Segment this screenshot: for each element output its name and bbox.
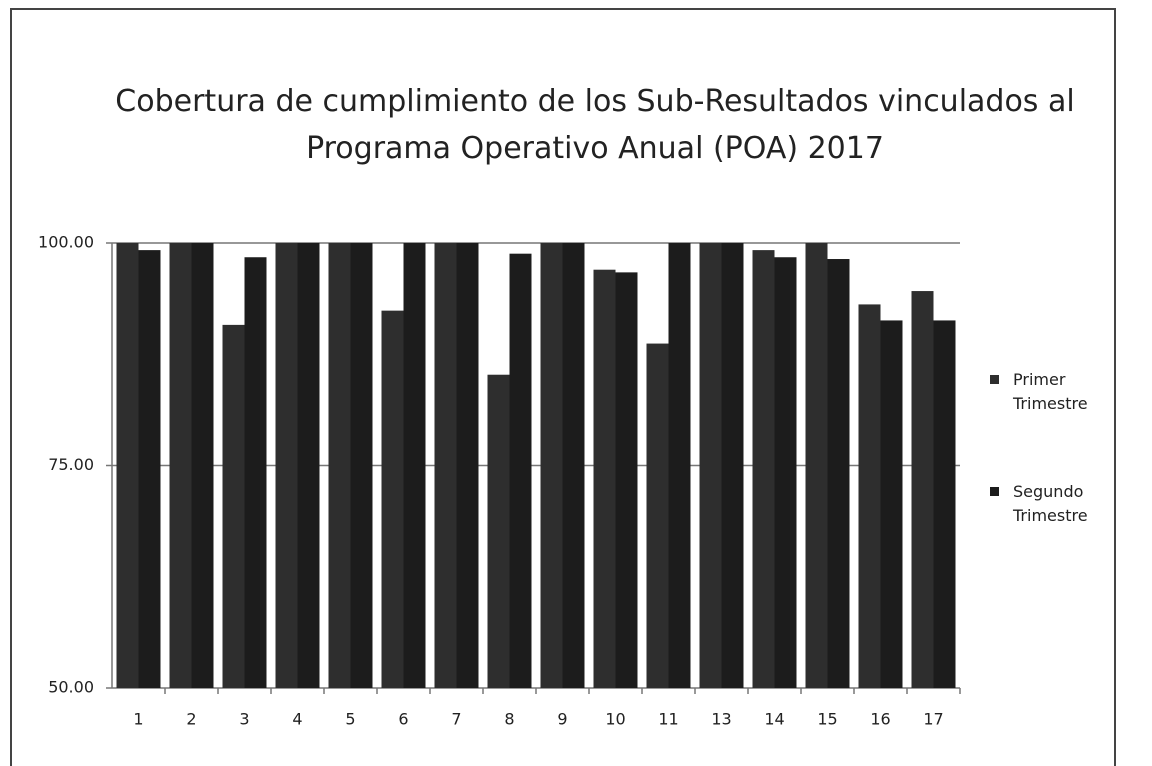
bar bbox=[699, 243, 722, 688]
bar bbox=[222, 324, 245, 688]
x-tick-label: 2 bbox=[186, 710, 196, 729]
bar bbox=[668, 243, 691, 688]
y-tick-label: 50.00 bbox=[48, 678, 94, 697]
bar bbox=[721, 243, 744, 688]
bar bbox=[434, 243, 457, 688]
legend-swatch bbox=[990, 487, 999, 496]
x-tick-label: 15 bbox=[817, 710, 837, 729]
bar bbox=[297, 243, 320, 688]
bar bbox=[116, 243, 139, 688]
bar bbox=[933, 320, 956, 688]
bar bbox=[805, 243, 828, 688]
bar bbox=[509, 253, 532, 688]
x-tick-label: 9 bbox=[557, 710, 567, 729]
x-tick-label: 8 bbox=[504, 710, 514, 729]
x-tick-label: 16 bbox=[870, 710, 890, 729]
bar bbox=[403, 243, 426, 688]
bar bbox=[191, 243, 214, 688]
y-tick-label: 100.00 bbox=[38, 233, 94, 252]
bar bbox=[858, 304, 881, 688]
bar bbox=[911, 291, 934, 688]
bar bbox=[244, 257, 267, 688]
bar bbox=[774, 257, 797, 688]
bar bbox=[350, 243, 373, 688]
bar bbox=[752, 250, 775, 688]
x-tick-label: 5 bbox=[345, 710, 355, 729]
bar bbox=[880, 320, 903, 688]
bar bbox=[540, 243, 563, 688]
bar bbox=[328, 243, 351, 688]
x-tick-label: 6 bbox=[398, 710, 408, 729]
bar bbox=[169, 243, 192, 688]
bar bbox=[827, 259, 850, 688]
bar bbox=[275, 243, 298, 688]
x-tick-label: 4 bbox=[292, 710, 302, 729]
bar bbox=[138, 250, 161, 688]
chart-frame bbox=[10, 8, 1116, 766]
x-tick-label: 17 bbox=[923, 710, 943, 729]
x-tick-label: 11 bbox=[658, 710, 678, 729]
x-tick-label: 13 bbox=[711, 710, 731, 729]
x-tick-label: 14 bbox=[764, 710, 784, 729]
legend-label: Primer Trimestre bbox=[1013, 370, 1088, 413]
bar bbox=[487, 374, 510, 688]
bar bbox=[562, 243, 585, 688]
x-tick-label: 3 bbox=[239, 710, 249, 729]
bar bbox=[646, 343, 669, 688]
legend-swatch bbox=[990, 375, 999, 384]
legend-label: Segundo Trimestre bbox=[1013, 482, 1088, 525]
bar bbox=[456, 243, 479, 688]
bar bbox=[593, 269, 616, 688]
x-tick-label: 1 bbox=[133, 710, 143, 729]
bar bbox=[381, 310, 404, 688]
x-tick-label: 7 bbox=[451, 710, 461, 729]
bar bbox=[615, 272, 638, 688]
x-tick-label: 10 bbox=[605, 710, 625, 729]
chart-title: Cobertura de cumplimiento de los Sub-Res… bbox=[115, 84, 1075, 166]
y-tick-label: 75.00 bbox=[48, 455, 94, 474]
